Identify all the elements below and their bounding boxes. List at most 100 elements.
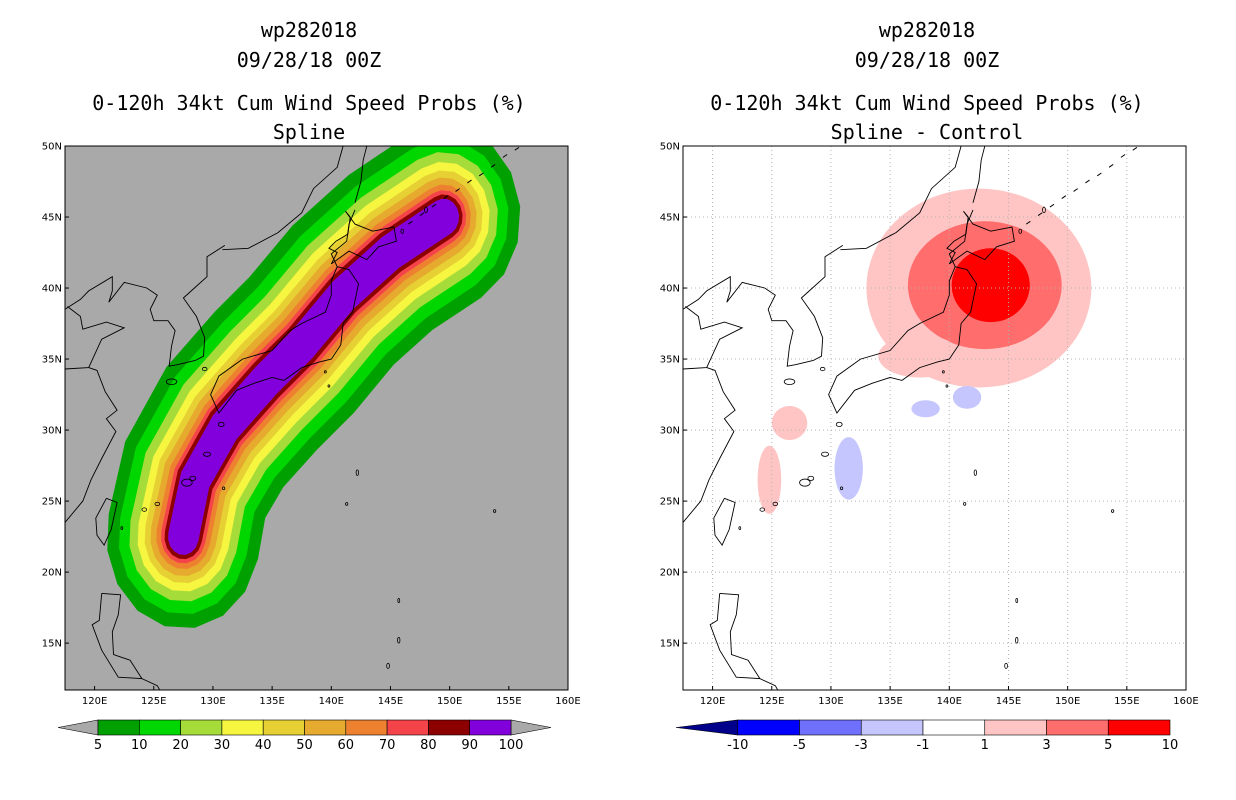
- x-tick-label: 150E: [1055, 696, 1080, 707]
- island: [165, 378, 178, 386]
- negative-anomaly: [952, 386, 982, 409]
- colorbar-swatch: [180, 719, 223, 736]
- coastline: [65, 367, 118, 523]
- island: [1042, 206, 1046, 214]
- colorbar-swatch: [221, 719, 264, 736]
- colorbar-label: 5: [1104, 738, 1112, 753]
- probability-map: 120E 125E 130E 135E 140E 145E 150E 155E 160E 15N 2…: [42, 142, 581, 754]
- panel-spline: wp282018 09/28/18 00Z 0-120h 34kt Cum Wi…: [42, 19, 581, 754]
- positive-anomaly: [757, 445, 782, 514]
- island: [400, 228, 405, 234]
- product-title: 0-120h 34kt Cum Wind Speed Probs (%): [710, 91, 1144, 115]
- coastline: [946, 211, 1015, 265]
- island: [1018, 228, 1023, 234]
- island: [1111, 509, 1115, 513]
- coastline: [828, 209, 977, 414]
- y-tick-label: 50N: [660, 142, 680, 153]
- island: [345, 502, 349, 506]
- island: [120, 526, 124, 530]
- colorbar-high-arrow: [510, 719, 552, 736]
- colorbar-label: 3: [1042, 738, 1050, 753]
- kuril-island: [1049, 203, 1055, 208]
- kuril-island: [490, 164, 496, 168]
- y-tick-label: 30N: [42, 426, 62, 437]
- x-tick-label: 135E: [877, 696, 902, 707]
- coastline: [709, 592, 761, 680]
- x-tick-label: 125E: [141, 696, 166, 707]
- island: [355, 469, 359, 476]
- kuril-island: [1108, 164, 1114, 168]
- y-tick-label: 20N: [42, 568, 62, 579]
- x-tick-label: 140E: [937, 696, 962, 707]
- island: [141, 507, 148, 512]
- colorbar-swatch: [860, 719, 924, 736]
- colorbar-label: 1: [981, 738, 989, 753]
- island: [821, 451, 829, 457]
- coastline: [354, 146, 368, 203]
- kuril-island: [1096, 172, 1102, 177]
- y-tick-label: 40N: [42, 284, 62, 295]
- kuril-island: [1037, 212, 1043, 217]
- kuril-island: [1025, 220, 1031, 225]
- island: [973, 469, 977, 476]
- map-frame: [682, 145, 1187, 691]
- x-tick-label: 160E: [1173, 696, 1198, 707]
- colorbar-swatch: [386, 719, 429, 736]
- island: [783, 378, 796, 386]
- coastline: [222, 146, 344, 251]
- x-tick-label: 155E: [496, 696, 521, 707]
- map-frame: [64, 145, 569, 691]
- x-tick-label: 155E: [1114, 696, 1139, 707]
- coastline: [972, 146, 986, 203]
- island: [424, 206, 428, 214]
- colorbar-swatch: [139, 719, 181, 736]
- x-tick-label: 120E: [700, 696, 725, 707]
- colorbar-swatch: [1046, 719, 1109, 736]
- x-tick-label: 130E: [200, 696, 225, 707]
- colorbar-low-arrow: [57, 719, 99, 736]
- colorbar-swatch: [922, 719, 986, 736]
- island: [203, 451, 211, 457]
- colorbar-swatch: [345, 719, 388, 736]
- colorbar-label: -3: [855, 738, 868, 753]
- island: [154, 501, 161, 507]
- colorbar-swatch: [262, 719, 305, 736]
- island: [324, 370, 327, 374]
- colorbar-swatch: [469, 719, 512, 736]
- y-tick-label: 20N: [660, 568, 680, 579]
- coastline: [683, 306, 744, 370]
- prob-band-100-core: [172, 332, 313, 550]
- colorbar-label: 100: [499, 738, 524, 753]
- y-tick-label: 45N: [660, 213, 680, 224]
- colorbar-label: 50: [296, 738, 313, 753]
- y-tick-label: 35N: [42, 355, 62, 366]
- y-tick-label: 45N: [42, 213, 62, 224]
- coastline: [95, 497, 118, 546]
- kuril-island: [1061, 195, 1067, 199]
- colorbar-swatch: [304, 719, 347, 736]
- colorbar-label: 60: [338, 738, 355, 753]
- colorbar-label: 30: [214, 738, 231, 753]
- kuril-island: [514, 147, 520, 151]
- colorbar-label: 10: [1162, 738, 1179, 753]
- colorbar-swatch: [1107, 719, 1171, 736]
- island: [217, 421, 225, 427]
- coastline: [713, 497, 736, 546]
- island: [201, 366, 208, 372]
- colorbar-label: 10: [131, 738, 148, 753]
- island: [738, 526, 742, 530]
- colorbar-swatch: [737, 719, 800, 736]
- positive-anomaly: [951, 248, 1030, 323]
- island: [1015, 597, 1019, 604]
- island: [327, 384, 331, 388]
- island: [819, 366, 826, 372]
- colorbar-label: 5: [94, 738, 102, 753]
- difference-map: 120E 125E 130E 135E 140E 145E 150E 155E 160E 15N 2…: [660, 142, 1199, 754]
- x-tick-label: 145E: [378, 696, 403, 707]
- kuril-island: [443, 195, 449, 199]
- variant-title: Spline - Control: [830, 120, 1024, 144]
- island: [942, 370, 945, 374]
- island: [1004, 662, 1008, 669]
- island: [397, 637, 401, 644]
- coastline: [840, 146, 962, 251]
